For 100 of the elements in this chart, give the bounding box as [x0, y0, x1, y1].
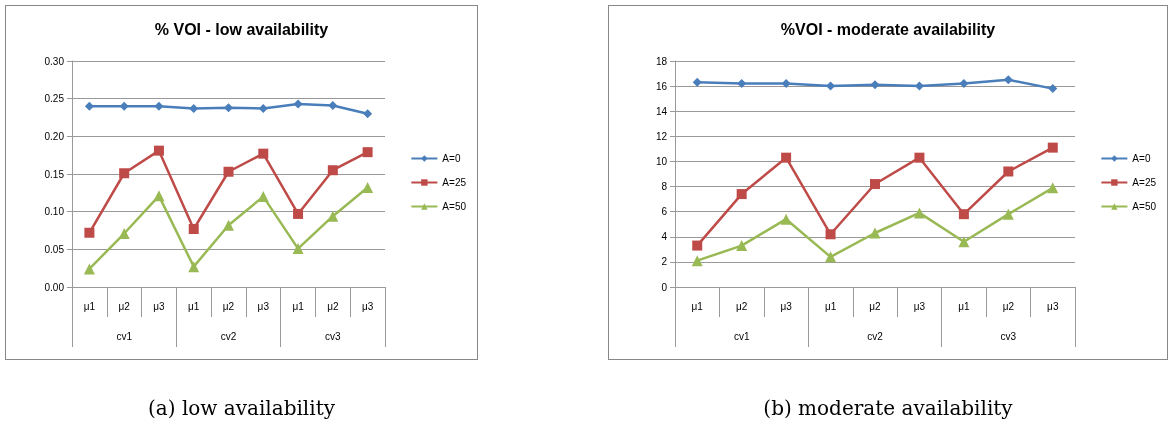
point — [293, 208, 304, 219]
point — [825, 251, 837, 263]
point — [692, 77, 702, 87]
point — [258, 148, 269, 159]
y-tick-label: 0.30 — [44, 55, 65, 67]
y-tick-label: 0.25 — [44, 93, 65, 105]
point — [83, 263, 95, 275]
x-tick-label: μ2 — [1002, 300, 1015, 312]
y-tick-label: 0.05 — [44, 243, 65, 255]
point — [84, 101, 94, 111]
x-tick-label: μ3 — [153, 300, 166, 312]
point — [154, 101, 164, 111]
point — [780, 213, 792, 225]
point — [188, 261, 200, 273]
point — [189, 103, 199, 113]
x-tick-label: μ3 — [913, 300, 926, 312]
legend-label: A=50 — [1132, 201, 1157, 212]
text: (a) low availability — [147, 396, 336, 420]
point — [362, 147, 373, 158]
y-tick-label: 2 — [661, 256, 668, 268]
point — [119, 101, 129, 111]
point — [691, 255, 703, 267]
point — [119, 168, 130, 179]
point — [1047, 182, 1059, 194]
text: cv2 — [220, 330, 237, 342]
y-tick-label: 0.15 — [44, 168, 65, 180]
y-tick-label: 10 — [655, 155, 668, 167]
point — [258, 103, 268, 113]
text: (b) moderate availability — [762, 396, 1014, 420]
point — [363, 109, 373, 119]
y-tick-label: 14 — [655, 105, 668, 117]
legend-label: A=25 — [1132, 177, 1157, 188]
x-tick-label: μ2 — [327, 300, 339, 312]
legend-label: A=0 — [1132, 153, 1151, 164]
y-tick-label: 16 — [655, 80, 668, 92]
point — [692, 240, 703, 251]
point — [293, 99, 303, 109]
x-tick-label: μ3 — [361, 300, 374, 312]
point — [870, 179, 880, 190]
point — [84, 227, 95, 238]
point — [958, 236, 970, 248]
point — [327, 165, 338, 176]
x-tick-label: μ3 — [780, 300, 793, 312]
text: cv3 — [325, 330, 342, 342]
chart-title: % VOI - low availability — [154, 20, 329, 38]
point — [153, 190, 165, 202]
point — [118, 228, 130, 240]
point — [914, 152, 925, 163]
point — [825, 229, 836, 240]
y-tick-label: 18 — [655, 55, 668, 67]
y-tick-label: 4 — [661, 231, 668, 243]
x-tick-label: μ1 — [188, 300, 200, 312]
text: cv1 — [733, 330, 750, 342]
point — [224, 103, 233, 113]
legend-label: A=0 — [442, 153, 461, 164]
point — [736, 240, 748, 252]
point — [1002, 208, 1014, 220]
point — [223, 219, 234, 231]
point — [913, 207, 925, 219]
x-tick-label: μ3 — [1047, 300, 1059, 312]
point — [1047, 142, 1058, 153]
y-tick-label: 0.00 — [44, 281, 65, 293]
point — [781, 152, 792, 163]
legend-label: A=50 — [442, 201, 467, 212]
point — [188, 223, 199, 234]
text: cv2 — [867, 330, 884, 342]
x-tick-label: μ1 — [292, 300, 305, 312]
point — [959, 79, 969, 89]
point — [781, 79, 791, 89]
chart-title: %VOI - moderate availability — [780, 20, 996, 38]
point — [1003, 75, 1013, 85]
x-tick-label: μ1 — [691, 300, 704, 312]
x-tick-label: μ1 — [958, 300, 970, 312]
point — [257, 191, 269, 203]
text: cv3 — [1000, 330, 1017, 342]
point — [362, 182, 374, 194]
point — [736, 189, 747, 200]
x-tick-label: μ2 — [736, 300, 748, 312]
point — [1048, 84, 1058, 94]
point — [870, 80, 880, 90]
y-tick-label: 0 — [661, 281, 668, 293]
x-tick-label: μ1 — [83, 300, 96, 312]
x-tick-label: μ2 — [222, 300, 235, 312]
x-tick-label: μ3 — [257, 300, 270, 312]
point — [292, 243, 304, 255]
point — [1003, 166, 1014, 177]
legend-label: A=25 — [442, 177, 467, 188]
y-tick-label: 0.20 — [44, 130, 65, 142]
point — [153, 145, 164, 156]
point — [958, 209, 969, 220]
point — [327, 210, 339, 222]
x-tick-label: μ1 — [824, 300, 837, 312]
y-tick-label: 6 — [661, 206, 668, 218]
y-tick-label: 0.10 — [44, 206, 65, 218]
point — [223, 166, 234, 177]
y-tick-label: 12 — [655, 130, 668, 142]
y-tick-label: 8 — [661, 181, 668, 193]
point — [737, 79, 747, 89]
x-tick-label: μ2 — [869, 300, 882, 312]
x-tick-label: μ2 — [118, 300, 131, 312]
